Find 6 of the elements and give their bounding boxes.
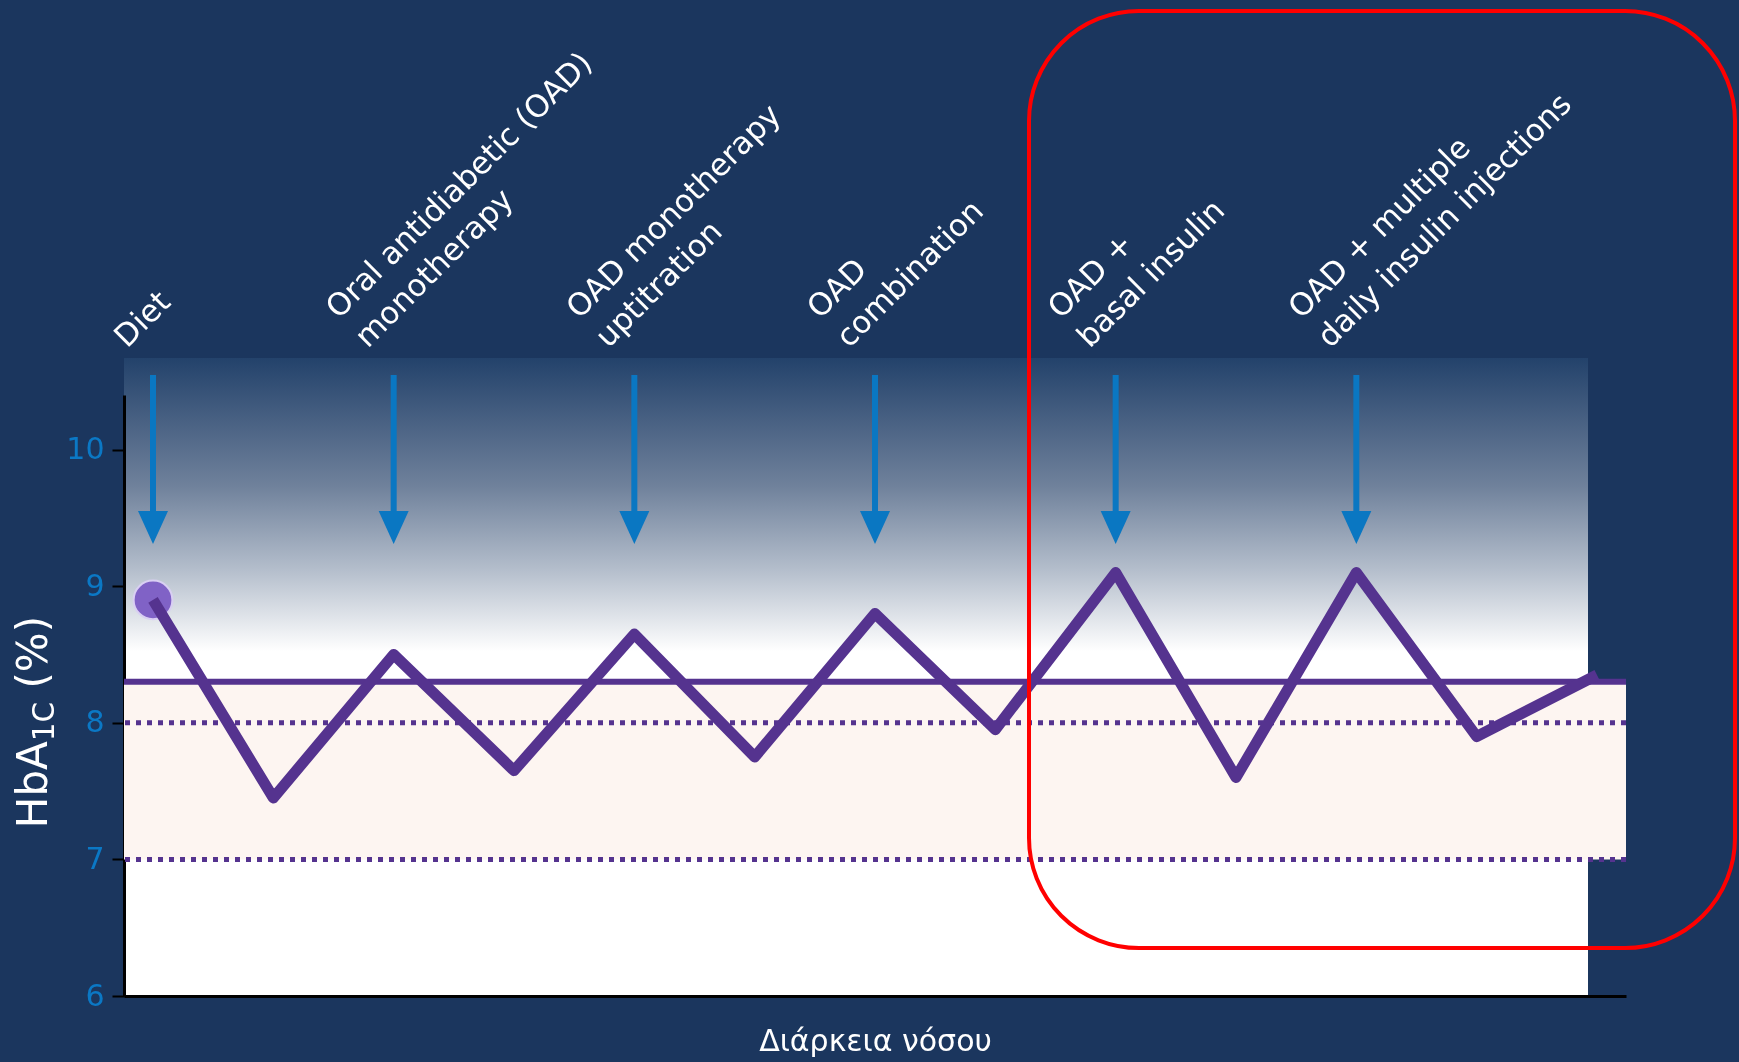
y-tick-label: 6: [85, 977, 105, 1013]
y-tick-label: 8: [85, 704, 105, 740]
y-tick-label: 9: [85, 567, 105, 603]
y-tick-label: 7: [85, 840, 105, 876]
y-tick-label: 10: [66, 431, 105, 467]
x-axis-title: Διάρκεια νόσου: [759, 1022, 992, 1058]
